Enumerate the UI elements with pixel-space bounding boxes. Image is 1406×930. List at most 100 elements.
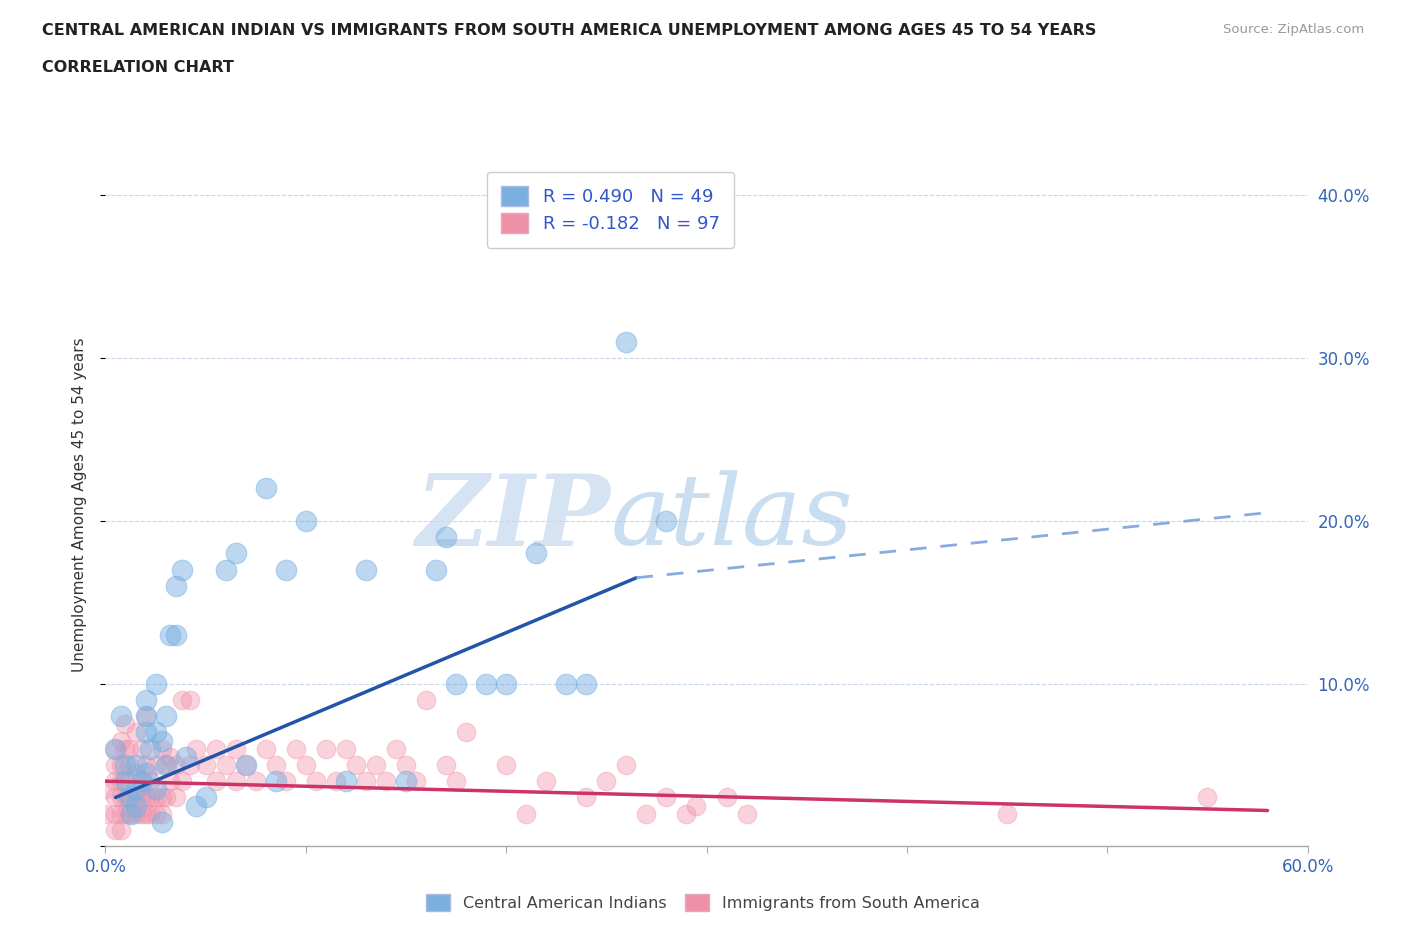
Point xyxy=(204,774,226,789)
Point xyxy=(114,806,136,821)
Point xyxy=(675,806,697,821)
Point xyxy=(194,790,217,805)
Point xyxy=(444,676,467,691)
Point xyxy=(135,757,157,772)
Point xyxy=(145,782,167,797)
Point xyxy=(104,741,127,756)
Point xyxy=(225,546,247,561)
Point xyxy=(110,823,132,838)
Point xyxy=(165,790,187,805)
Point xyxy=(225,741,247,756)
Point xyxy=(235,757,257,772)
Point xyxy=(655,790,678,805)
Point xyxy=(94,806,117,821)
Point xyxy=(254,741,277,756)
Point xyxy=(104,790,127,805)
Point xyxy=(124,725,146,740)
Point xyxy=(655,513,678,528)
Point xyxy=(159,628,181,643)
Point xyxy=(425,563,447,578)
Point xyxy=(135,806,157,821)
Point xyxy=(295,757,318,772)
Point xyxy=(114,717,136,732)
Point xyxy=(155,709,177,724)
Point xyxy=(415,693,437,708)
Point xyxy=(159,774,181,789)
Point xyxy=(225,774,247,789)
Point xyxy=(124,765,146,780)
Point xyxy=(155,790,177,805)
Point xyxy=(114,741,136,756)
Point xyxy=(135,709,157,724)
Point xyxy=(124,806,146,821)
Point xyxy=(145,806,167,821)
Point xyxy=(735,806,758,821)
Point xyxy=(138,806,160,821)
Point xyxy=(335,774,357,789)
Point xyxy=(616,335,638,350)
Point xyxy=(995,806,1018,821)
Point xyxy=(295,513,318,528)
Point xyxy=(131,790,153,805)
Point xyxy=(150,806,173,821)
Point xyxy=(264,757,287,772)
Legend: R = 0.490   N = 49, R = -0.182   N = 97: R = 0.490 N = 49, R = -0.182 N = 97 xyxy=(486,172,734,247)
Point xyxy=(138,790,160,805)
Point xyxy=(636,806,658,821)
Point xyxy=(124,782,146,797)
Point xyxy=(315,741,337,756)
Point xyxy=(131,774,153,789)
Point xyxy=(184,798,207,813)
Point xyxy=(515,806,537,821)
Point xyxy=(524,546,547,561)
Point xyxy=(145,790,167,805)
Point xyxy=(575,676,598,691)
Point xyxy=(616,757,638,772)
Point xyxy=(395,757,418,772)
Point xyxy=(534,774,557,789)
Point xyxy=(159,750,181,764)
Point xyxy=(104,741,127,756)
Point xyxy=(131,741,153,756)
Point xyxy=(194,757,217,772)
Point xyxy=(454,725,477,740)
Point xyxy=(214,757,236,772)
Point xyxy=(114,774,136,789)
Point xyxy=(110,733,132,748)
Point xyxy=(716,790,738,805)
Point xyxy=(405,774,427,789)
Point xyxy=(170,693,193,708)
Point xyxy=(118,790,141,805)
Point xyxy=(131,774,153,789)
Point xyxy=(235,757,257,772)
Point xyxy=(165,757,187,772)
Point xyxy=(274,563,297,578)
Point xyxy=(335,741,357,756)
Point xyxy=(135,790,157,805)
Point xyxy=(495,757,517,772)
Point xyxy=(94,782,117,797)
Point xyxy=(110,790,132,805)
Point xyxy=(121,806,143,821)
Point xyxy=(135,709,157,724)
Point xyxy=(145,725,167,740)
Y-axis label: Unemployment Among Ages 45 to 54 years: Unemployment Among Ages 45 to 54 years xyxy=(72,338,87,671)
Point xyxy=(395,774,418,789)
Point xyxy=(179,757,201,772)
Text: Source: ZipAtlas.com: Source: ZipAtlas.com xyxy=(1223,23,1364,36)
Point xyxy=(145,757,167,772)
Point xyxy=(174,750,197,764)
Point xyxy=(118,806,141,821)
Point xyxy=(118,741,141,756)
Point xyxy=(274,774,297,789)
Text: CORRELATION CHART: CORRELATION CHART xyxy=(42,60,233,75)
Point xyxy=(595,774,617,789)
Point xyxy=(114,774,136,789)
Point xyxy=(475,676,498,691)
Point xyxy=(364,757,387,772)
Point xyxy=(495,676,517,691)
Point xyxy=(145,676,167,691)
Point xyxy=(434,530,457,545)
Point xyxy=(325,774,347,789)
Point xyxy=(135,693,157,708)
